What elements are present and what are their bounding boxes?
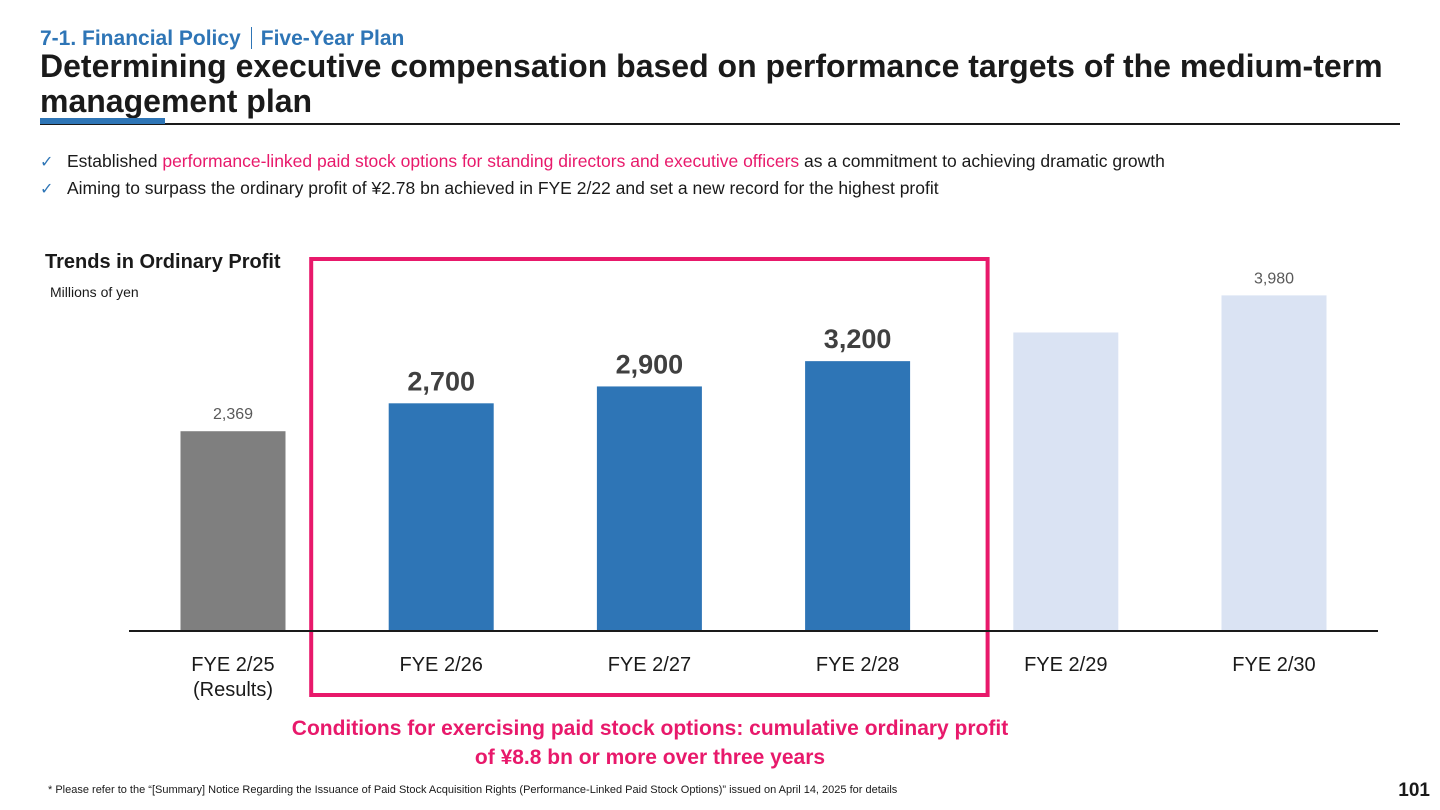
page-title: Determining executive compensation based… [40,48,1383,119]
bar-value-label: 2,900 [616,349,684,379]
category-label: FYE 2/29 [1024,654,1107,676]
breadcrumb-section: 7-1. Financial Policy [40,27,241,50]
bullet-list: ✓ Established performance-linked paid st… [40,148,1165,202]
title-accent-bar [40,118,165,124]
checkmark-icon: ✓ [40,153,54,171]
category-label: FYE 2/28 [816,654,899,676]
bullet-text: Aiming to surpass the ordinary profit of… [67,178,939,198]
bullet-item: ✓ Established performance-linked paid st… [40,148,1165,175]
chart-bar [180,431,286,631]
category-label: FYE 2/25 [191,654,274,676]
bar-value-label: 2,700 [407,366,475,396]
exercise-condition-text: Conditions for exercising paid stock opt… [291,717,1009,769]
category-label: (Results) [193,679,273,701]
chart-bar [805,361,911,631]
chart-title: Trends in Ordinary Profit [45,251,281,273]
chart-bar [1013,332,1119,631]
bar-value-label: 3,200 [824,324,892,354]
breadcrumb: 7-1. Financial Policy Five-Year Plan [40,27,404,51]
bar-value-label: 2,369 [213,406,253,423]
bullet-highlight: performance-linked paid stock options fo… [162,151,800,171]
breadcrumb-separator [250,27,252,49]
category-label: FYE 2/27 [608,654,691,676]
page-number: 101 [1398,780,1430,801]
checkmark-icon: ✓ [40,180,54,198]
chart-bar [1221,295,1327,631]
highlight-box [309,257,990,697]
title-underline [40,123,1400,125]
bullet-item: ✓ Aiming to surpass the ordinary profit … [40,175,1165,202]
chart-bar [596,386,702,631]
category-label: FYE 2/30 [1232,654,1315,676]
footnote: * Please refer to the “[Summary] Notice … [48,784,898,796]
chart-bar [388,403,494,631]
breadcrumb-subsection: Five-Year Plan [260,27,405,50]
chart-unit-label: Millions of yen [50,284,139,300]
bar-value-label: 3,980 [1254,270,1294,287]
bullet-text: Established performance-linked paid stoc… [67,151,1165,171]
category-label: FYE 2/26 [400,654,483,676]
